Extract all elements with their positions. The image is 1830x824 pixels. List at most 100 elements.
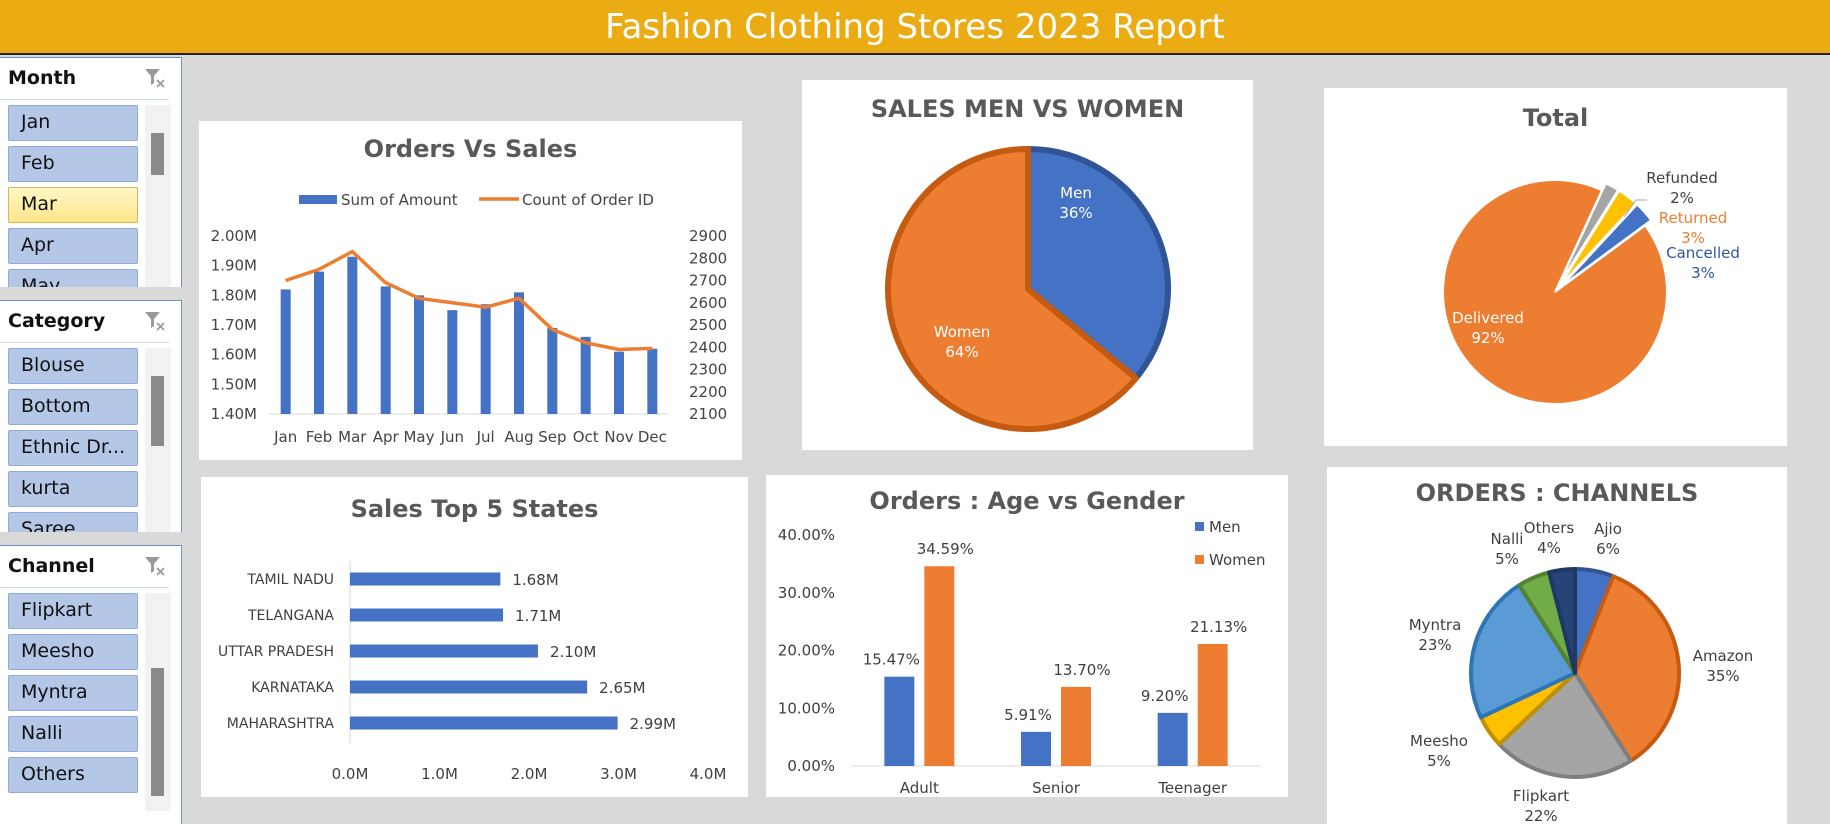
pie-slice xyxy=(1559,189,1638,287)
top-states-chart: TAMIL NADU 1.68M TELANGANA 1.71M UTTAR PRADE… xyxy=(218,561,727,783)
bar xyxy=(350,608,504,622)
x-tick-label: Mar xyxy=(338,428,367,446)
y-tick-label: 30.00% xyxy=(778,584,835,602)
clear-filter-icon[interactable] xyxy=(143,66,167,90)
chart-title: Sales Top 5 States xyxy=(350,495,599,523)
slicer-scrollbar[interactable] xyxy=(145,348,171,532)
slicer-item-ethnic-dress[interactable]: Ethnic Dr... xyxy=(8,430,138,466)
slicer-item-meesho[interactable]: Meesho xyxy=(8,634,138,670)
data-label: 2.65M xyxy=(599,679,645,697)
legend-label: Sum of Amount xyxy=(341,191,458,209)
x-tick-label: 2.0M xyxy=(511,765,548,783)
scrollbar-thumb[interactable] xyxy=(151,133,164,175)
slicer-item-may[interactable]: May xyxy=(8,269,138,287)
slicer-item-feb[interactable]: Feb xyxy=(8,146,138,182)
bar xyxy=(884,676,915,766)
slicer-scrollbar[interactable] xyxy=(145,105,171,287)
x-tick-label: May xyxy=(403,428,434,446)
y2-tick-label: 2300 xyxy=(689,361,727,379)
x-tick-label: 0.0M xyxy=(332,765,369,783)
legend-label: Men xyxy=(1209,518,1241,536)
slicer-item-bottom[interactable]: Bottom xyxy=(8,389,138,425)
legend-swatch xyxy=(1195,522,1204,531)
y-tick-label: 40.00% xyxy=(778,526,835,544)
x-tick-label: Aug xyxy=(504,428,533,446)
data-label: 1.68M xyxy=(512,571,558,589)
bar xyxy=(350,680,588,694)
slicer-item-mar[interactable]: Mar xyxy=(8,187,138,223)
y-tick-label: TAMIL NADU xyxy=(246,572,334,588)
pie-slice xyxy=(1573,574,1681,763)
slicer-item-jan[interactable]: Jan xyxy=(8,105,138,141)
y2-tick-label: 2500 xyxy=(689,316,727,334)
orders-vs-sales-chart: 1.40M 1.50M 1.60M 1.70M 1.80M 1.90M 2.00M 2100 2… xyxy=(211,191,728,446)
slice-value: 3% xyxy=(1681,229,1705,247)
slice-value: 2% xyxy=(1670,189,1694,207)
slice-value: 6% xyxy=(1596,540,1620,558)
x-tick-label: Senior xyxy=(1032,779,1081,797)
bar xyxy=(1021,731,1051,766)
y-tick-label: 1.90M xyxy=(211,257,257,275)
slicer-item-myntra[interactable]: Myntra xyxy=(8,675,138,711)
slice-label: Meesho xyxy=(1410,732,1468,750)
legend-swatch xyxy=(299,195,337,204)
bar xyxy=(380,286,391,414)
slice-value: 64% xyxy=(945,343,978,361)
scrollbar-thumb[interactable] xyxy=(151,668,164,796)
pie-slice xyxy=(1025,146,1171,382)
slice-label: Others xyxy=(1524,519,1575,537)
y2-tick-label: 2700 xyxy=(689,272,727,290)
slice-label: Ajio xyxy=(1594,520,1622,538)
y2-tick-label: 2400 xyxy=(689,338,727,356)
pie-slice xyxy=(1497,671,1633,779)
slice-value: 3% xyxy=(1691,264,1715,282)
slice-value: 35% xyxy=(1706,667,1739,685)
chart-title: Orders : Age vs Gender xyxy=(869,487,1185,515)
slicer-scrollbar[interactable] xyxy=(145,593,171,811)
slice-value: 4% xyxy=(1537,539,1561,557)
x-tick-label: Jan xyxy=(273,428,297,446)
y2-tick-label: 2900 xyxy=(689,227,727,245)
y-tick-label: 20.00% xyxy=(778,642,835,660)
y2-tick-label: 2200 xyxy=(689,383,727,401)
slicer-item-saree[interactable]: Saree xyxy=(8,512,138,532)
sales-men-women-panel: SALES MEN VS WOMEN Men 36% Women 64% xyxy=(802,80,1253,450)
age-vs-gender-chart: 0.00% 10.00% 20.00% 30.00% 40.00% 15.47% 34.59… xyxy=(778,518,1266,797)
slice-value: 92% xyxy=(1471,329,1504,347)
slicer-item-blouse[interactable]: Blouse xyxy=(8,348,138,384)
x-tick-label: Adult xyxy=(900,779,939,797)
x-tick-label: Dec xyxy=(638,428,667,446)
x-tick-label: Jul xyxy=(476,428,495,446)
x-tick-label: Jun xyxy=(440,428,464,446)
slicer-item-kurta[interactable]: kurta xyxy=(8,471,138,507)
slicer-title: Category xyxy=(8,310,106,332)
bar xyxy=(1157,712,1188,766)
y-tick-label: 1.40M xyxy=(211,405,257,423)
clear-filter-icon[interactable] xyxy=(143,309,167,333)
channel-slicer: Channel Flipkart Meesho Myntra Nalli Oth… xyxy=(0,545,182,824)
slicer-item-nalli[interactable]: Nalli xyxy=(8,716,138,752)
y-tick-label: KARNATAKA xyxy=(251,680,334,696)
y-tick-label: MAHARASHTRA xyxy=(227,716,335,732)
slicer-item-apr[interactable]: Apr xyxy=(8,228,138,264)
legend-swatch xyxy=(1195,555,1204,564)
orders-channels-chart: Ajio 6% Amazon 35% Flipkart 22% Meesho 5% Myntra… xyxy=(1409,519,1754,824)
total-status-panel: Total Refunded 2% Returned 3% Cancelled 3% Del… xyxy=(1324,88,1787,446)
y-tick-label: 2.00M xyxy=(211,227,257,245)
slicer-item-others[interactable]: Others xyxy=(8,757,138,793)
x-tick-label: 4.0M xyxy=(690,765,727,783)
slicer-item-flipkart[interactable]: Flipkart xyxy=(8,593,138,629)
slicer-title: Month xyxy=(8,67,77,89)
scrollbar-thumb[interactable] xyxy=(151,376,164,446)
slice-label: Returned xyxy=(1659,209,1728,227)
slice-label: Amazon xyxy=(1693,647,1754,665)
slicer-header: Category xyxy=(0,301,169,343)
clear-filter-icon[interactable] xyxy=(143,554,167,578)
slicer-title: Channel xyxy=(8,555,95,577)
slice-label: Refunded xyxy=(1646,169,1718,187)
chart-title: ORDERS : CHANNELS xyxy=(1415,479,1699,507)
slice-label: Cancelled xyxy=(1666,244,1740,262)
leader-line xyxy=(1623,199,1647,218)
y-tick-label: 1.80M xyxy=(211,286,257,304)
bar xyxy=(480,304,491,414)
